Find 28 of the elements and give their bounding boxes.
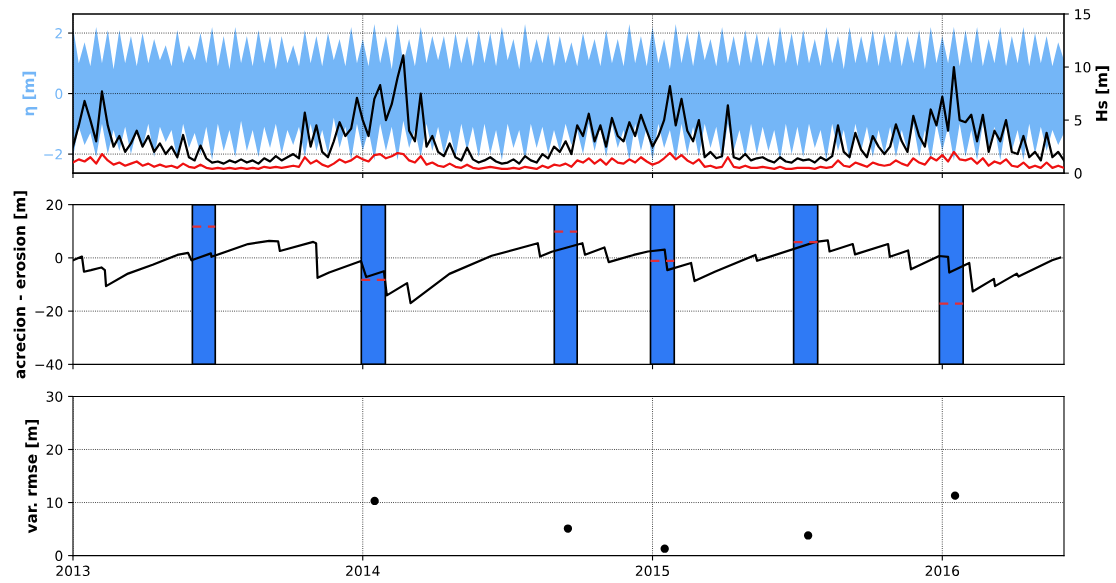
y-tick-label: 0 <box>55 252 63 264</box>
point <box>370 496 379 506</box>
y2-tick-label: 0 <box>1074 168 1082 179</box>
y2-tick-label: 10 <box>1075 62 1091 73</box>
y2-tick-label: 5 <box>1074 115 1082 126</box>
y-tick-label: 20 <box>46 199 63 211</box>
y-tick-label: 0 <box>55 550 63 562</box>
y-axis-title: acrecion - erosion [m] <box>13 191 28 379</box>
y-tick-label: −2 <box>44 149 62 160</box>
y-tick-label: 30 <box>46 391 63 402</box>
x-tick-label: 2013 <box>56 565 90 577</box>
y-tick-label: 2 <box>55 28 62 39</box>
y-axis-title: var. rmse [m] <box>25 419 39 534</box>
y2-tick-label: 15 <box>1075 9 1091 20</box>
point <box>660 544 669 553</box>
y-tick-label: 20 <box>46 444 63 455</box>
point <box>803 531 813 540</box>
x-tick-label: 2015 <box>635 565 669 577</box>
y2-axis-title: Hs [m] <box>1095 66 1110 121</box>
point <box>563 524 573 533</box>
point <box>950 491 960 500</box>
x-tick-label: 2014 <box>346 565 380 577</box>
y-tick-label: −20 <box>35 306 63 317</box>
y-tick-label: −40 <box>35 359 63 370</box>
y-tick-label: 10 <box>47 497 63 509</box>
x-tick-label: 2016 <box>925 565 960 577</box>
y-tick-label: 0 <box>55 88 63 100</box>
y-axis-title: η [m] <box>22 71 38 116</box>
